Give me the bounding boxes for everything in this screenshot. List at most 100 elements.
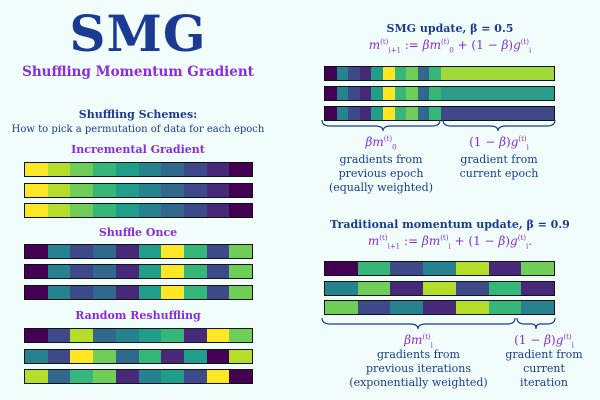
shuffle-once-bar-cell [183, 286, 207, 299]
schemes-description: How to pick a permutation of data for ea… [11, 124, 265, 135]
traditional-bar-cell [357, 262, 391, 275]
smg-bar-cell [325, 67, 337, 80]
traditional-bar [324, 261, 555, 276]
smg-bar-cell [382, 67, 395, 80]
smg-bar-cell [348, 87, 360, 100]
smg-bar-cell [371, 107, 383, 120]
traditional-bar-cell [325, 262, 358, 275]
traditional-update-formula: m(t)i+1 := βm(t)i + (1 − β)g(t)i. [367, 234, 533, 251]
traditional-bar [324, 281, 555, 296]
reshuffling-bar-cell [25, 329, 48, 342]
reshuffling-bar-cell [115, 370, 139, 383]
trad-right-brace [516, 317, 556, 330]
incremental-bar-cell [229, 184, 253, 197]
smg-bar-cell [417, 67, 430, 80]
reshuffling-bar-cell [70, 329, 94, 342]
traditional-bar-cell [488, 301, 522, 314]
smg-bar-cell [417, 87, 430, 100]
shuffle-once-bar-cell [25, 245, 48, 258]
shuffle-once-bar-cell [93, 265, 116, 278]
traditional-bar-cell [521, 282, 555, 295]
smg-bar-cell [406, 67, 418, 80]
reshuffling-bar-cell [161, 329, 184, 342]
smg-bar-cell [359, 67, 372, 80]
smg-left-term: βm(t)0 [365, 135, 397, 152]
incremental-gradient-label: Incremental Gradient [71, 143, 205, 156]
traditional-bar-cell [423, 282, 456, 295]
smg-bar-previous [325, 67, 441, 80]
reshuffling-bar-cell [183, 329, 207, 342]
smg-bar-cell [417, 107, 430, 120]
reshuffling-bar [24, 369, 253, 384]
traditional-bar-cell [390, 301, 424, 314]
traditional-bar-cell [455, 301, 489, 314]
incremental-bar-cell [206, 184, 230, 197]
incremental-bar-cell [70, 204, 94, 217]
smg-right-term: (1 − β)g(t)i [469, 135, 529, 152]
traditional-bar-cell [357, 301, 391, 314]
shuffle-once-bar-cell [70, 245, 94, 258]
smg-right-caption: gradient from current epoch [459, 153, 539, 180]
smg-update-title: SMG update, β = 0.5 [386, 22, 514, 35]
reshuffling-bar-cell [115, 350, 139, 363]
incremental-bar-cell [93, 163, 116, 176]
traditional-update-title: Traditional momentum update, β = 0.9 [330, 218, 570, 231]
smg-right-brace [442, 119, 556, 132]
shuffle-once-bar-cell [206, 265, 230, 278]
shuffle-once-bar-cell [70, 286, 94, 299]
incremental-bar-cell [183, 204, 207, 217]
traditional-bar-cell [423, 262, 456, 275]
smg-bar-cell [348, 107, 360, 120]
reshuffling-bar-cell [47, 370, 71, 383]
shuffle-once-bar-cell [93, 286, 116, 299]
smg-bar-cell [371, 67, 383, 80]
shuffle-once-bar-cell [138, 265, 162, 278]
incremental-bar-cell [161, 204, 184, 217]
shuffle-once-bar-cell [161, 265, 184, 278]
traditional-bar-cell [488, 262, 522, 275]
incremental-bar-cell [70, 184, 94, 197]
incremental-bar-cell [115, 204, 139, 217]
shuffle-once-bar-cell [47, 286, 71, 299]
incremental-bar-cell [138, 163, 162, 176]
traditional-bar-cell [390, 262, 424, 275]
smg-left-caption: gradients from previous epoch (equally w… [328, 153, 434, 194]
incremental-bar-cell [138, 204, 162, 217]
shuffle-once-bar-cell [161, 245, 184, 258]
shuffle-once-bar-cell [206, 245, 230, 258]
reshuffling-bar-cell [138, 370, 162, 383]
shuffle-once-bar-cell [229, 265, 253, 278]
traditional-bar-cell [521, 262, 555, 275]
incremental-bar-cell [229, 163, 253, 176]
smg-bar-cell [382, 107, 395, 120]
reshuffling-bar-cell [229, 350, 253, 363]
smg-bar-cell [406, 107, 418, 120]
shuffle-once-bar-cell [70, 265, 94, 278]
traditional-bar-cell [325, 282, 358, 295]
reshuffling-bar-cell [138, 329, 162, 342]
page-subtitle: Shuffling Momentum Gradient [22, 64, 254, 80]
smg-bar-current [441, 87, 554, 100]
smg-bar [324, 66, 555, 81]
reshuffling-bar-cell [25, 370, 48, 383]
reshuffling-bar-cell [229, 370, 253, 383]
smg-bar-cell [325, 87, 337, 100]
smg-bar-cell [336, 87, 349, 100]
incremental-bar-cell [115, 184, 139, 197]
reshuffling-bar-cell [47, 350, 71, 363]
shuffle-once-bar-cell [229, 245, 253, 258]
smg-bar-current [441, 67, 554, 80]
incremental-bar-cell [183, 184, 207, 197]
incremental-bar-cell [206, 204, 230, 217]
shuffle-once-bar-cell [229, 286, 253, 299]
smg-bar-cell [325, 107, 337, 120]
smg-bar-cell [429, 87, 441, 100]
smg-bar-cell [394, 67, 407, 80]
incremental-bar-cell [161, 163, 184, 176]
smg-bar-cell [429, 67, 441, 80]
traditional-bar-cell [423, 301, 456, 314]
shuffle-once-bar-cell [25, 265, 48, 278]
smg-bar-cell [359, 107, 372, 120]
smg-left-brace [321, 119, 441, 132]
smg-bar-previous [325, 87, 441, 100]
